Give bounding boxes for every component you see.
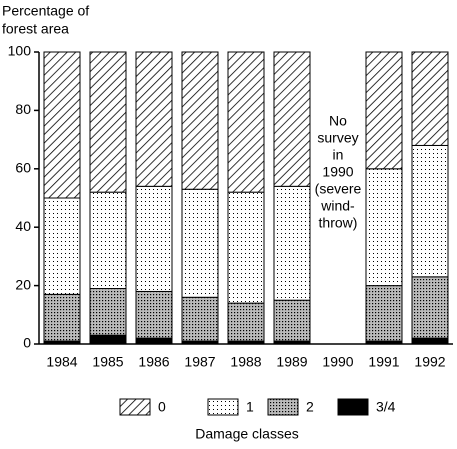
bar-segment xyxy=(411,51,449,146)
bar-segment xyxy=(43,293,81,342)
x-tick-label: 1985 xyxy=(92,354,123,370)
bar-segment xyxy=(181,296,219,342)
bar-segment xyxy=(411,144,449,278)
bar-segment xyxy=(43,197,81,295)
bar-segment xyxy=(273,185,311,301)
annotation: survey xyxy=(317,130,358,146)
bar-segment xyxy=(181,51,219,190)
bar-segment xyxy=(227,191,265,304)
legend-label: 2 xyxy=(306,399,314,415)
legend-swatch xyxy=(119,398,151,416)
bar-segment xyxy=(181,188,219,298)
bar-segment xyxy=(273,51,311,187)
x-tick-label: 1987 xyxy=(184,354,215,370)
bar-segment xyxy=(89,334,127,345)
annotation: 1990 xyxy=(322,164,353,180)
x-tick-label: 1984 xyxy=(46,354,77,370)
bar-segment xyxy=(365,168,403,287)
bar-segment xyxy=(89,51,127,193)
bar-segment xyxy=(365,51,403,170)
annotation: No xyxy=(329,113,347,129)
x-tick-label: 1992 xyxy=(414,354,445,370)
legend-label: 1 xyxy=(246,399,254,415)
y-tick-label: 40 xyxy=(15,218,31,234)
bar-segment xyxy=(227,51,265,193)
bar-segment xyxy=(89,288,127,336)
bar-segment xyxy=(227,302,265,342)
annotation: in xyxy=(333,147,344,163)
legend-label: 3/4 xyxy=(376,399,396,415)
x-axis-label: Damage classes xyxy=(195,426,299,442)
legend-swatch xyxy=(337,398,369,416)
annotation: throw) xyxy=(319,215,358,231)
bar-segment xyxy=(43,51,81,199)
x-tick-label: 1986 xyxy=(138,354,169,370)
bar-segment xyxy=(135,51,173,187)
annotation: (severe xyxy=(315,181,362,197)
bar-segment xyxy=(365,285,403,342)
legend-swatch xyxy=(267,398,299,416)
x-tick-label: 1988 xyxy=(230,354,261,370)
y-axis-label: Percentage of xyxy=(2,3,89,19)
y-tick-label: 100 xyxy=(8,43,32,59)
legend-label: 0 xyxy=(158,399,166,415)
bar-segment xyxy=(411,337,449,345)
y-tick-label: 20 xyxy=(15,276,31,292)
bar-segment xyxy=(89,191,127,290)
y-axis-label: forest area xyxy=(2,21,69,37)
y-tick-label: 80 xyxy=(15,101,31,117)
y-tick-label: 60 xyxy=(15,160,31,176)
y-tick-label: 0 xyxy=(23,335,31,351)
bar-segment xyxy=(135,290,173,339)
bar-segment xyxy=(411,276,449,339)
annotation: wind- xyxy=(320,198,355,214)
x-tick-label: 1990 xyxy=(322,354,353,370)
bar-segment xyxy=(135,337,173,345)
bar-segment xyxy=(273,299,311,342)
x-tick-label: 1989 xyxy=(276,354,307,370)
legend-swatch xyxy=(207,398,239,416)
x-tick-label: 1991 xyxy=(368,354,399,370)
bar-segment xyxy=(135,185,173,292)
